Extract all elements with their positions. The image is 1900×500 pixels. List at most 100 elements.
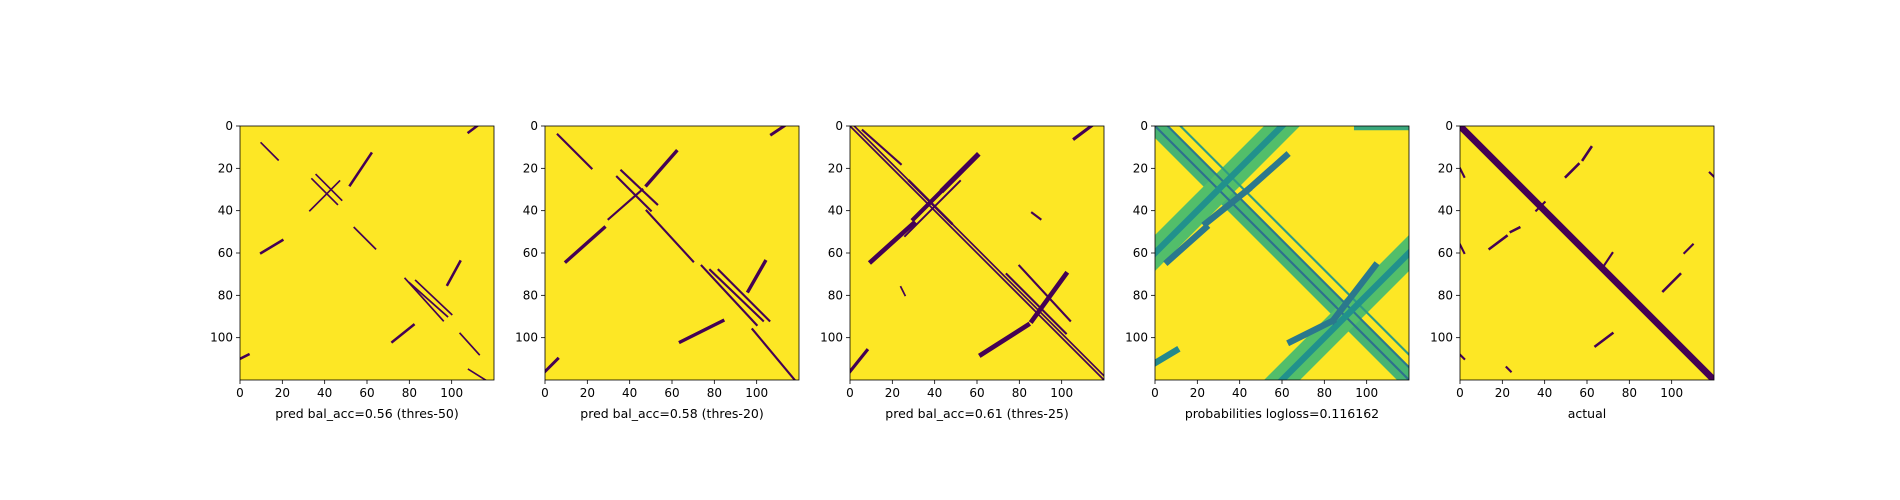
y-tick-label: 100 bbox=[1125, 331, 1148, 345]
x-tick-label: 0 bbox=[541, 386, 549, 400]
heatmap-band-15 bbox=[769, 126, 787, 137]
x-tick-label: 80 bbox=[1317, 386, 1332, 400]
x-tick-label: 20 bbox=[1190, 386, 1205, 400]
heatmap-band-11 bbox=[1243, 151, 1291, 194]
heatmap-band-16 bbox=[466, 126, 479, 135]
heatmap-band-12 bbox=[1028, 270, 1070, 324]
heatmap-band-7 bbox=[708, 268, 765, 323]
panels-group: 0 20 40 60 80 100 0 20 40 60 80 100 pred bal_acc=0.5… bbox=[210, 119, 1715, 421]
heatmap-cells bbox=[545, 126, 797, 380]
heatmap-band-9 bbox=[458, 332, 481, 356]
x-tick-label: 100 bbox=[440, 386, 463, 400]
heatmap-band-2 bbox=[1564, 162, 1581, 179]
y-tick-label: 40 bbox=[218, 204, 233, 218]
heatmap-band-7 bbox=[1155, 126, 1287, 258]
heatmap-band-1 bbox=[1460, 126, 1714, 380]
y-tick-label: 20 bbox=[218, 161, 233, 175]
heatmap-band-4 bbox=[259, 141, 280, 162]
x-axis-label: pred bal_acc=0.61 (thres-25) bbox=[885, 406, 1068, 421]
y-tick-label: 0 bbox=[835, 119, 843, 133]
heatmap-cells bbox=[240, 126, 487, 380]
heatmap-band-5 bbox=[1005, 272, 1068, 335]
heatmap-band-1 bbox=[310, 177, 339, 206]
heatmap-background bbox=[545, 126, 799, 380]
x-tick-label: 0 bbox=[846, 386, 854, 400]
heatmap-band-15 bbox=[1030, 211, 1042, 221]
heatmap-band-9 bbox=[750, 327, 797, 380]
y-tick-label: 100 bbox=[515, 331, 538, 345]
x-tick-label: 0 bbox=[1456, 386, 1464, 400]
x-axis-label: pred bal_acc=0.56 (thres-50) bbox=[275, 406, 458, 421]
heatmap-band-3 bbox=[607, 188, 644, 221]
heatmap-band-2 bbox=[619, 168, 659, 206]
y-tick-label: 60 bbox=[218, 246, 233, 260]
heatmap-band-10 bbox=[467, 368, 487, 380]
heatmap-band-11 bbox=[1460, 166, 1466, 179]
heatmap-band-12 bbox=[348, 151, 373, 188]
x-axis-label: pred bal_acc=0.58 (thres-20) bbox=[580, 406, 763, 421]
y-tick-label: 0 bbox=[1140, 119, 1148, 133]
y-tick-label: 0 bbox=[530, 119, 538, 133]
x-tick-label: 60 bbox=[969, 386, 984, 400]
heatmap-cells bbox=[850, 126, 1104, 380]
heatmap-panel-5: 0 20 40 60 80 100 0 20 40 60 80 100 actual bbox=[1430, 119, 1715, 421]
x-tick-label: 40 bbox=[1537, 386, 1552, 400]
heatmap-band-10 bbox=[1201, 185, 1253, 228]
heatmap-band-6 bbox=[1017, 264, 1072, 323]
x-tick-label: 60 bbox=[1274, 386, 1289, 400]
x-tick-label: 40 bbox=[1232, 386, 1247, 400]
heatmap-band-13 bbox=[390, 323, 416, 344]
heatmap-band-5 bbox=[353, 226, 377, 250]
x-tick-label: 80 bbox=[1012, 386, 1027, 400]
x-axis-label: actual bbox=[1568, 406, 1607, 421]
heatmap-band-13 bbox=[1328, 261, 1380, 326]
heatmap-band-9 bbox=[1163, 223, 1211, 266]
heatmap-band-12 bbox=[1286, 316, 1338, 347]
heatmap-cells bbox=[1155, 126, 1409, 380]
heatmap-band-1 bbox=[615, 175, 653, 213]
x-tick-label: 60 bbox=[664, 386, 679, 400]
heatmap-band-10 bbox=[939, 152, 981, 194]
y-tick-label: 20 bbox=[828, 161, 843, 175]
heatmap-band-9 bbox=[910, 186, 947, 223]
x-tick-label: 80 bbox=[707, 386, 722, 400]
y-tick-label: 40 bbox=[1438, 204, 1453, 218]
y-tick-label: 80 bbox=[828, 288, 843, 302]
x-tick-label: 100 bbox=[1355, 386, 1378, 400]
x-tick-label: 20 bbox=[885, 386, 900, 400]
heatmap-band-11 bbox=[978, 321, 1032, 358]
y-tick-label: 80 bbox=[218, 288, 233, 302]
y-tick-label: 60 bbox=[1133, 246, 1148, 260]
heatmap-band-4 bbox=[1487, 234, 1509, 251]
heatmap-band-10 bbox=[1682, 243, 1695, 255]
heatmap-band-5 bbox=[1509, 225, 1521, 234]
heatmap-band-14 bbox=[1505, 365, 1513, 374]
y-tick-label: 100 bbox=[820, 331, 843, 345]
heatmap-band-8 bbox=[717, 268, 771, 323]
heatmap-band-11 bbox=[259, 238, 285, 255]
x-tick-label: 100 bbox=[1660, 386, 1683, 400]
heatmap-band-2 bbox=[853, 126, 1104, 377]
x-tick-label: 0 bbox=[236, 386, 244, 400]
y-tick-label: 0 bbox=[225, 119, 233, 133]
heatmap-band-7 bbox=[861, 128, 903, 166]
heatmap-band-9 bbox=[1661, 272, 1682, 293]
x-tick-label: 40 bbox=[622, 386, 637, 400]
y-tick-label: 20 bbox=[1133, 161, 1148, 175]
x-tick-label: 60 bbox=[1579, 386, 1594, 400]
x-tick-label: 80 bbox=[1622, 386, 1637, 400]
heatmap-band-3 bbox=[903, 179, 962, 238]
heatmap-band-6 bbox=[1178, 126, 1409, 357]
y-tick-label: 20 bbox=[1438, 161, 1453, 175]
heatmap-background bbox=[240, 126, 494, 380]
heatmap-band-14 bbox=[1072, 126, 1094, 141]
x-tick-label: 40 bbox=[927, 386, 942, 400]
heatmap-band-15 bbox=[1155, 346, 1181, 367]
x-tick-label: 80 bbox=[402, 386, 417, 400]
heatmap-band-12 bbox=[678, 318, 726, 345]
x-axis-label: probabilities logloss=0.116162 bbox=[1185, 406, 1379, 421]
heatmap-band-15 bbox=[1460, 353, 1466, 361]
y-tick-label: 60 bbox=[523, 246, 538, 260]
heatmap-band-3 bbox=[1581, 145, 1593, 162]
